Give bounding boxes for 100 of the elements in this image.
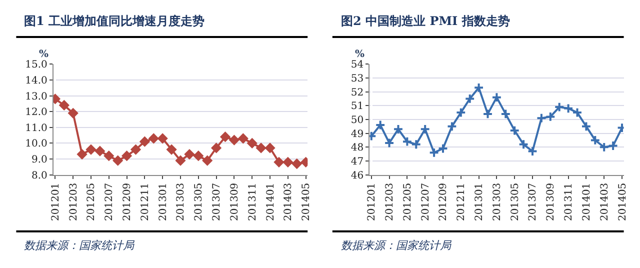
y-tick-label: 51: [350, 101, 364, 112]
point: [95, 146, 105, 156]
x-tick-label: 201203: [68, 182, 80, 222]
point: [130, 144, 141, 154]
point: [184, 149, 194, 160]
point: [140, 136, 150, 147]
point: [428, 147, 440, 158]
point: [598, 142, 610, 152]
chart-title: 图2 中国制造业 PMI 指数走势: [341, 14, 510, 28]
y-tick-label: 48: [350, 142, 364, 154]
x-tick-label: 201207: [420, 182, 432, 222]
point: [122, 150, 132, 161]
point: [59, 100, 70, 110]
x-tick-label: 201309: [229, 182, 240, 222]
point: [554, 102, 565, 112]
point: [238, 134, 248, 144]
point: [292, 158, 302, 169]
chart-title: 图1 工业增加值同比增速月度走势: [24, 14, 205, 28]
point: [581, 121, 592, 132]
point: [590, 135, 600, 146]
point: [220, 132, 230, 142]
point: [518, 139, 529, 150]
point: [527, 146, 538, 156]
point: [572, 107, 582, 118]
point: [104, 150, 114, 161]
x-tick-label: 201205: [402, 182, 414, 222]
x-tick-label: 201305: [194, 182, 205, 222]
point: [420, 124, 430, 134]
x-tick-label: 201201: [50, 182, 62, 222]
point: [500, 108, 511, 120]
x-tick-label: 201307: [528, 182, 539, 222]
x-tick-label: 201301: [158, 182, 169, 222]
source-note: 数据来源：国家统计局: [341, 239, 452, 252]
y-tick-label: 49: [350, 128, 364, 140]
x-tick-label: 201403: [599, 182, 610, 222]
point: [474, 82, 484, 93]
point: [247, 138, 258, 148]
point: [274, 157, 284, 168]
point: [393, 124, 404, 134]
point: [158, 134, 168, 144]
x-tick-label: 201305: [510, 182, 521, 222]
y-tick-label: 50: [350, 114, 364, 126]
x-tick-label: 201209: [122, 182, 134, 222]
y-tick-label: 9.0: [31, 154, 48, 166]
x-tick-label: 201311: [247, 182, 258, 222]
point: [112, 156, 123, 166]
x-tick-label: 201309: [546, 182, 557, 222]
y-tick-label: 47: [350, 156, 364, 168]
point: [194, 150, 204, 161]
point: [456, 107, 466, 118]
point: [229, 135, 240, 145]
y-tick-label: 46: [350, 170, 364, 182]
x-tick-label: 201211: [140, 182, 151, 222]
y-tick-label: 52: [350, 87, 364, 98]
y-tick-label: 15.0: [25, 60, 48, 71]
y-axis-title: %: [355, 49, 365, 60]
x-tick-label: 201301: [474, 182, 486, 222]
point: [536, 112, 547, 124]
x-tick-label: 201405: [617, 182, 628, 222]
y-tick-label: 11.0: [25, 122, 48, 134]
y-tick-label: 13.0: [25, 91, 48, 102]
point: [68, 108, 78, 118]
point: [211, 143, 222, 153]
x-tick-label: 201209: [438, 182, 450, 222]
x-tick-label: 201401: [265, 182, 276, 222]
x-tick-label: 201303: [492, 182, 503, 222]
y-tick-label: 12.0: [25, 107, 48, 118]
x-tick-label: 201307: [212, 182, 223, 222]
y-tick-label: 54: [350, 60, 364, 71]
point: [77, 149, 87, 160]
point: [446, 121, 458, 132]
y-axis-title: %: [39, 49, 49, 60]
point: [375, 120, 386, 130]
point: [464, 94, 476, 104]
x-tick-label: 201207: [104, 182, 116, 222]
point: [438, 143, 448, 154]
point: [283, 157, 293, 168]
point: [176, 156, 186, 166]
x-tick-label: 201211: [456, 182, 468, 222]
x-tick-label: 201203: [384, 182, 396, 222]
x-tick-label: 201405: [301, 182, 312, 222]
y-tick-label: 10.0: [25, 138, 48, 150]
point: [545, 112, 556, 122]
source-note: 数据来源：国家统计局: [24, 239, 135, 252]
y-tick-label: 8.0: [31, 170, 48, 182]
point: [482, 108, 493, 120]
point: [265, 143, 275, 153]
point: [402, 136, 412, 147]
y-tick-label: 14.0: [25, 75, 48, 86]
x-tick-label: 201403: [283, 182, 294, 222]
point: [166, 144, 176, 154]
x-tick-label: 201311: [564, 182, 575, 222]
y-tick-label: 53: [350, 73, 364, 84]
point: [509, 125, 520, 136]
x-tick-label: 201303: [176, 182, 187, 222]
x-tick-label: 201205: [86, 182, 98, 222]
point: [563, 103, 574, 114]
point: [410, 139, 422, 150]
point: [148, 134, 159, 144]
x-tick-label: 201201: [366, 182, 378, 222]
